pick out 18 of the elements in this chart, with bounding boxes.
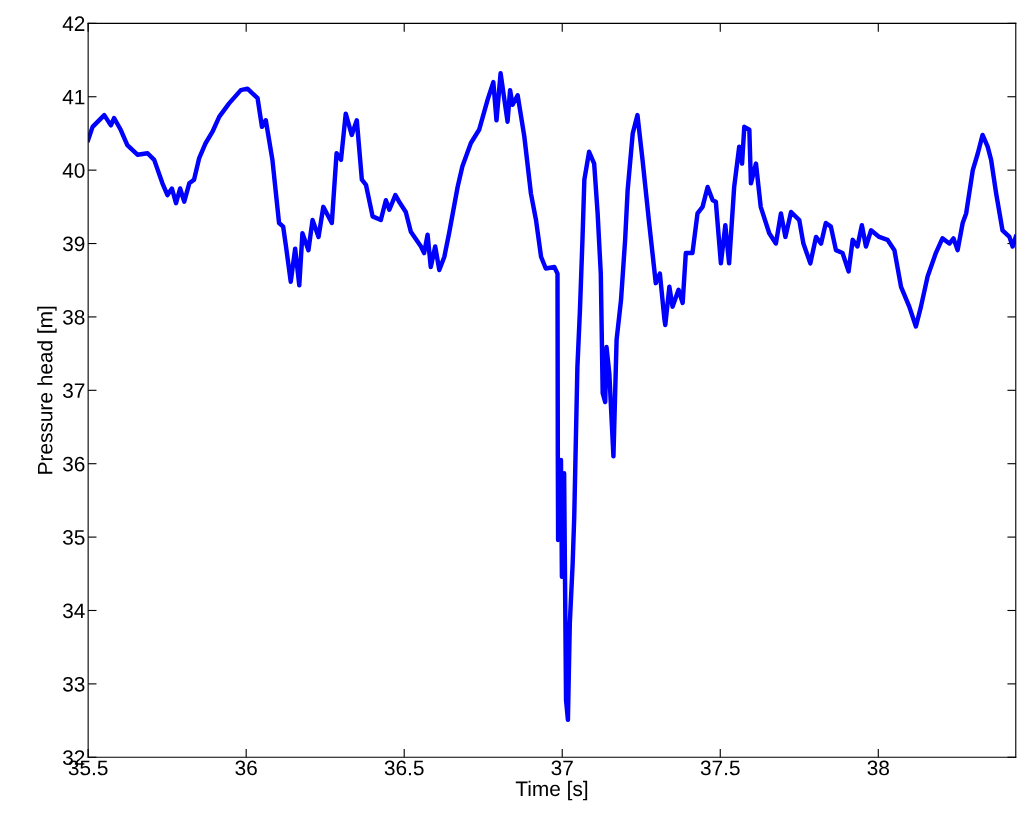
y-tick-label: 42 xyxy=(62,16,85,31)
y-tick-label: 40 xyxy=(62,163,85,178)
x-tick-label: 37.5 xyxy=(700,760,740,776)
y-tick-label: 35 xyxy=(63,530,85,545)
line-series xyxy=(88,71,1016,723)
x-axis-title: Time [s] xyxy=(515,780,588,801)
x-tick-label: 36.5 xyxy=(384,760,424,776)
y-tick-label: 33 xyxy=(63,676,85,692)
y-tick-label: 39 xyxy=(63,236,85,252)
y-tick-label: 34 xyxy=(63,603,85,619)
x-tick-label: 37 xyxy=(551,760,573,776)
y-axis-title: Pressure head [m] xyxy=(37,306,57,474)
y-tick-label: 38 xyxy=(63,309,85,325)
x-tick-label: 36 xyxy=(235,760,257,776)
y-tick-label: 36 xyxy=(63,456,85,472)
y-tick-label: 37 xyxy=(63,383,85,399)
x-tick-label: 38 xyxy=(867,760,889,776)
y-tick-label: 41 xyxy=(62,89,85,105)
